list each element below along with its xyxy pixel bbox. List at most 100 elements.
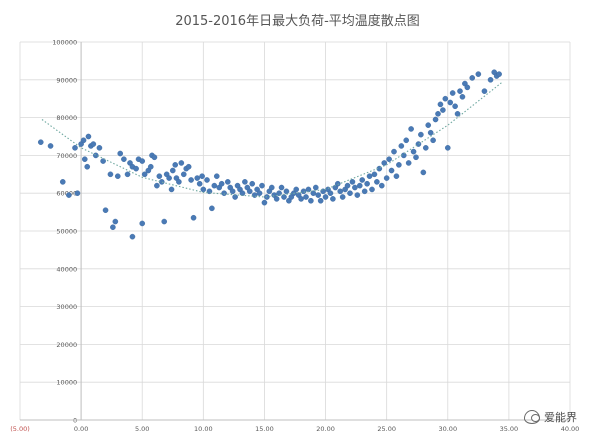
y-tick-label: 30000 xyxy=(56,303,77,311)
data-point xyxy=(242,179,248,185)
data-point xyxy=(107,171,114,178)
data-point xyxy=(383,175,390,181)
x-tick-label: 15.00 xyxy=(255,425,274,433)
data-point xyxy=(408,126,414,132)
data-point xyxy=(339,194,346,200)
data-point xyxy=(403,137,410,144)
data-point xyxy=(249,180,256,187)
data-point xyxy=(317,197,324,204)
data-point xyxy=(432,116,439,123)
data-point xyxy=(110,224,116,231)
data-point xyxy=(90,141,97,147)
data-point xyxy=(96,145,103,151)
data-point xyxy=(422,145,429,151)
data-point xyxy=(410,148,417,155)
data-point xyxy=(442,95,449,102)
data-point xyxy=(229,188,236,195)
data-point xyxy=(364,180,370,187)
data-point xyxy=(213,173,220,179)
data-point xyxy=(300,188,307,195)
trendline xyxy=(41,81,504,198)
data-point xyxy=(420,169,427,176)
data-point xyxy=(281,194,287,200)
data-point xyxy=(72,145,78,151)
data-point xyxy=(124,171,131,178)
data-point xyxy=(102,207,109,214)
data-point xyxy=(188,177,194,183)
x-tick-label: 40.00 xyxy=(561,425,580,433)
x-tick-label: 35.00 xyxy=(500,425,519,433)
data-point xyxy=(66,192,72,198)
data-point xyxy=(378,182,385,189)
data-point xyxy=(194,175,201,181)
x-tick-label: 5.00 xyxy=(135,425,149,433)
data-point xyxy=(141,171,148,178)
data-point xyxy=(310,190,317,196)
data-point xyxy=(308,197,314,204)
data-point xyxy=(80,137,87,144)
data-point xyxy=(405,160,412,166)
data-point xyxy=(413,154,419,161)
data-point xyxy=(114,173,121,179)
data-point xyxy=(37,139,44,145)
y-tick-label: 50000 xyxy=(56,228,77,236)
wechat-icon xyxy=(524,410,540,424)
data-point xyxy=(349,179,356,185)
data-point xyxy=(129,233,136,240)
data-point xyxy=(396,162,402,168)
data-point xyxy=(327,190,334,196)
data-point xyxy=(464,84,471,91)
data-point xyxy=(151,154,158,161)
y-tick-label: 100000 xyxy=(52,39,77,47)
data-point xyxy=(74,190,81,196)
data-point xyxy=(459,94,466,100)
data-point xyxy=(334,180,341,187)
data-point xyxy=(204,177,210,183)
data-point xyxy=(139,220,146,227)
data-point xyxy=(369,186,375,193)
data-point xyxy=(381,160,388,166)
data-point xyxy=(47,143,54,149)
data-point xyxy=(418,131,424,138)
data-point xyxy=(59,179,66,185)
data-point xyxy=(209,205,215,212)
data-point xyxy=(330,196,336,202)
data-point xyxy=(156,173,163,179)
data-point xyxy=(224,179,231,185)
x-tick-label: 0.00 xyxy=(74,425,88,433)
data-point xyxy=(180,171,187,178)
data-point xyxy=(121,156,127,162)
data-point xyxy=(430,137,436,144)
data-point xyxy=(84,163,91,170)
data-point xyxy=(100,158,106,164)
data-point xyxy=(200,186,207,193)
data-point xyxy=(133,165,139,172)
data-point xyxy=(221,190,227,196)
data-point xyxy=(199,173,205,179)
data-point xyxy=(246,188,253,195)
data-point xyxy=(425,122,432,128)
data-point xyxy=(168,186,175,193)
data-point xyxy=(303,194,309,200)
data-point xyxy=(176,179,182,185)
data-point xyxy=(196,180,203,187)
x-tick-label: 25.00 xyxy=(377,425,396,433)
data-point xyxy=(147,163,154,170)
x-tick-label: 30.00 xyxy=(438,425,457,433)
data-point xyxy=(352,184,358,191)
data-point xyxy=(169,167,176,174)
data-point xyxy=(454,111,461,117)
y-tick-label: 90000 xyxy=(56,76,77,84)
data-point xyxy=(356,182,363,189)
data-point xyxy=(161,218,168,225)
data-point xyxy=(190,214,197,221)
data-point xyxy=(452,103,458,110)
data-point xyxy=(447,99,454,106)
data-point xyxy=(85,133,92,140)
data-point xyxy=(315,192,322,198)
data-point xyxy=(154,182,160,189)
data-point xyxy=(386,156,392,162)
data-point xyxy=(256,190,263,196)
